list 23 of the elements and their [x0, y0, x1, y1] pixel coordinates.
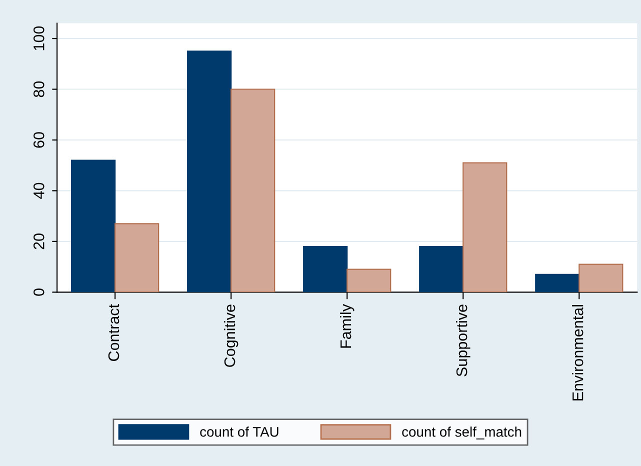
y-tick-label: 20: [33, 234, 44, 250]
bar: [230, 88, 276, 292]
x-tick-label: Supportive: [456, 304, 470, 376]
legend-label: count of self_match: [402, 426, 522, 440]
bar: [303, 246, 348, 292]
y-tick-label: 0: [33, 288, 44, 296]
x-tick-label: Environmental: [572, 305, 584, 400]
bar: [114, 223, 160, 292]
legend-label: count of TAU: [200, 426, 278, 437]
y-tick-label: 80: [33, 81, 44, 98]
bar: [419, 246, 464, 292]
y-tick-label: 60: [33, 132, 44, 148]
bar: [462, 162, 508, 292]
x-tick-label: Family: [340, 304, 354, 348]
bar: [70, 160, 116, 292]
bar: [187, 50, 232, 292]
y-tick-label: 100: [33, 26, 44, 50]
bar: [535, 274, 580, 292]
bar: [346, 268, 392, 292]
x-tick-label: Contract: [108, 304, 120, 361]
bar: [578, 264, 624, 292]
x-tick-label: Cognitive: [224, 304, 238, 367]
y-tick-label: 40: [33, 182, 44, 199]
